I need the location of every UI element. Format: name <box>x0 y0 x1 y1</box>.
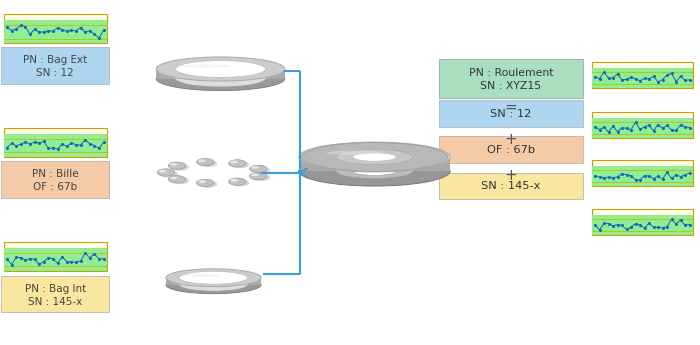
Text: SN : XYZ15: SN : XYZ15 <box>480 81 542 91</box>
FancyBboxPatch shape <box>592 209 693 235</box>
Text: OF : 67b: OF : 67b <box>33 182 78 192</box>
Ellipse shape <box>179 271 248 284</box>
Ellipse shape <box>249 172 267 180</box>
FancyBboxPatch shape <box>353 157 396 171</box>
FancyBboxPatch shape <box>592 215 693 235</box>
FancyBboxPatch shape <box>592 62 693 88</box>
Ellipse shape <box>299 142 450 172</box>
Ellipse shape <box>160 170 178 177</box>
Ellipse shape <box>299 156 450 186</box>
Ellipse shape <box>170 163 177 166</box>
Ellipse shape <box>176 70 265 87</box>
FancyBboxPatch shape <box>592 166 693 186</box>
Text: OF : 67b: OF : 67b <box>487 145 535 155</box>
FancyBboxPatch shape <box>156 69 285 79</box>
Text: SN : 145-x: SN : 145-x <box>482 181 540 191</box>
Ellipse shape <box>336 149 413 165</box>
Ellipse shape <box>252 174 270 181</box>
Ellipse shape <box>198 159 206 162</box>
Ellipse shape <box>168 176 186 183</box>
FancyBboxPatch shape <box>592 68 693 88</box>
FancyBboxPatch shape <box>336 157 413 171</box>
FancyBboxPatch shape <box>439 172 583 199</box>
Text: +: + <box>505 132 517 147</box>
Ellipse shape <box>249 165 267 172</box>
Ellipse shape <box>171 164 189 171</box>
FancyBboxPatch shape <box>4 241 107 271</box>
FancyBboxPatch shape <box>439 59 583 98</box>
Ellipse shape <box>252 167 270 174</box>
Ellipse shape <box>183 274 220 277</box>
Ellipse shape <box>176 61 265 77</box>
FancyBboxPatch shape <box>179 278 248 285</box>
Ellipse shape <box>231 161 249 168</box>
Ellipse shape <box>166 276 261 294</box>
Text: PN : Bille: PN : Bille <box>32 169 78 179</box>
FancyBboxPatch shape <box>1 161 109 198</box>
Ellipse shape <box>199 181 217 188</box>
FancyBboxPatch shape <box>4 134 107 157</box>
FancyBboxPatch shape <box>1 276 109 312</box>
Ellipse shape <box>197 158 214 166</box>
FancyBboxPatch shape <box>4 128 107 157</box>
Ellipse shape <box>251 173 258 176</box>
Ellipse shape <box>230 160 238 164</box>
Text: PN : Bag Int: PN : Bag Int <box>25 284 86 294</box>
Ellipse shape <box>178 64 230 68</box>
FancyBboxPatch shape <box>592 112 693 138</box>
Ellipse shape <box>197 179 214 187</box>
Ellipse shape <box>353 153 396 161</box>
Ellipse shape <box>156 57 285 81</box>
Text: =: = <box>505 99 517 115</box>
Ellipse shape <box>326 151 381 155</box>
Ellipse shape <box>198 180 206 183</box>
FancyBboxPatch shape <box>439 100 583 127</box>
Ellipse shape <box>302 142 447 171</box>
Ellipse shape <box>166 269 261 287</box>
Ellipse shape <box>159 170 167 172</box>
Text: PN : Roulement: PN : Roulement <box>469 68 553 78</box>
Ellipse shape <box>157 169 175 176</box>
Text: PN : Bag Ext: PN : Bag Ext <box>23 56 88 65</box>
Text: SN : 12: SN : 12 <box>491 109 531 118</box>
FancyBboxPatch shape <box>4 20 107 43</box>
Ellipse shape <box>228 178 246 185</box>
FancyBboxPatch shape <box>592 118 693 138</box>
Ellipse shape <box>156 67 285 91</box>
Ellipse shape <box>336 164 413 179</box>
Ellipse shape <box>228 160 246 167</box>
Ellipse shape <box>179 278 248 291</box>
FancyBboxPatch shape <box>439 136 583 163</box>
Ellipse shape <box>353 167 396 176</box>
Ellipse shape <box>231 179 249 187</box>
Text: SN : 12: SN : 12 <box>36 68 74 78</box>
Ellipse shape <box>168 162 186 169</box>
Ellipse shape <box>171 177 189 184</box>
FancyBboxPatch shape <box>166 278 261 285</box>
FancyBboxPatch shape <box>4 14 107 43</box>
FancyBboxPatch shape <box>299 157 450 171</box>
Ellipse shape <box>199 160 217 167</box>
FancyBboxPatch shape <box>176 69 265 79</box>
FancyBboxPatch shape <box>592 160 693 186</box>
Text: SN : 145-x: SN : 145-x <box>28 297 83 306</box>
Ellipse shape <box>230 179 238 182</box>
FancyBboxPatch shape <box>4 248 107 271</box>
FancyBboxPatch shape <box>1 47 109 84</box>
Text: +: + <box>505 168 517 184</box>
Ellipse shape <box>170 177 177 179</box>
Ellipse shape <box>251 166 258 169</box>
